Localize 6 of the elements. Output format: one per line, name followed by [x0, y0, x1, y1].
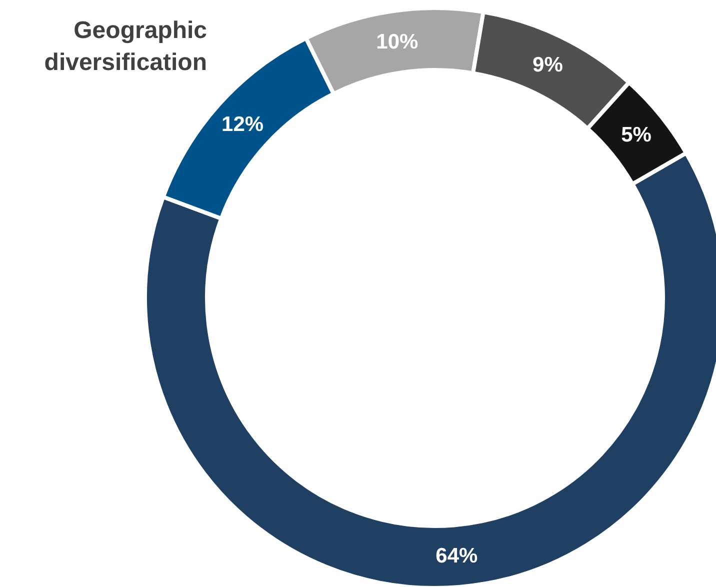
data-label: 5% [621, 124, 652, 147]
data-label: 64% [436, 544, 478, 568]
text: Geographic diversification [44, 17, 207, 76]
data-label: 12% [222, 113, 264, 136]
data-label: 9% [532, 53, 564, 76]
data-label: 10% [376, 30, 419, 54]
